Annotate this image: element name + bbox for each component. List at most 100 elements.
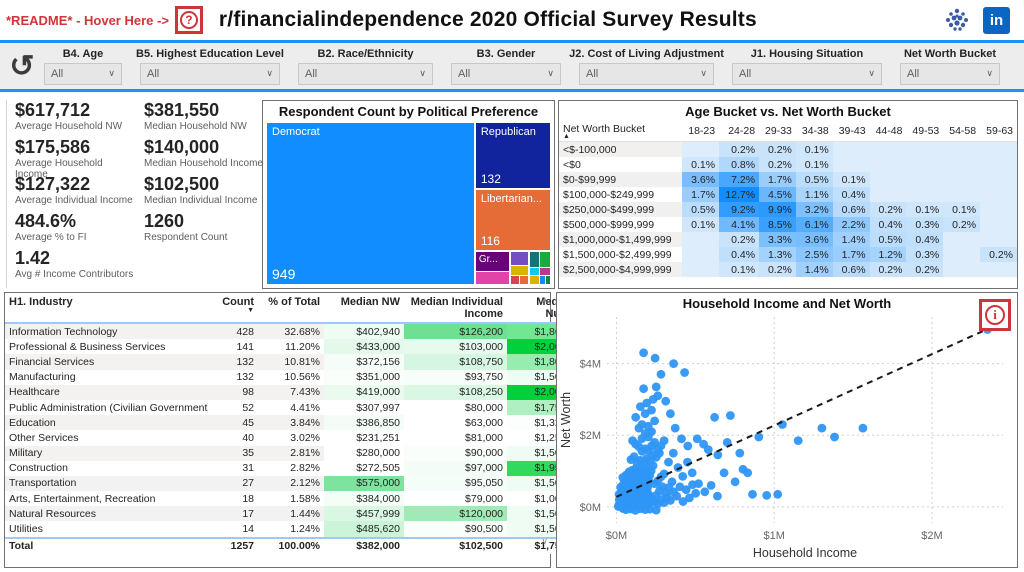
scatter-point[interactable]: [639, 348, 648, 358]
scatter-point[interactable]: [680, 368, 689, 377]
scatter-point[interactable]: [628, 436, 637, 445]
median-nw-cell[interactable]: $372,156: [324, 354, 404, 370]
count-cell[interactable]: 45: [208, 415, 258, 431]
scatter-point[interactable]: [672, 491, 682, 501]
column-header[interactable]: Median NW: [324, 293, 404, 324]
treemap-block[interactable]: [545, 276, 550, 284]
pct-cell[interactable]: 2.81%: [258, 445, 324, 461]
heatmap-cell[interactable]: [682, 262, 720, 277]
treemap-block[interactable]: [540, 251, 550, 268]
filter-dropdown[interactable]: All ∨: [732, 62, 882, 85]
median-nw-cell[interactable]: $386,850: [324, 415, 404, 431]
heatmap-cell[interactable]: [832, 157, 870, 172]
treemap-block[interactable]: [520, 276, 529, 284]
scatter-point[interactable]: [678, 472, 688, 481]
heatmap-cell[interactable]: 0.1%: [682, 157, 720, 172]
scatter-point[interactable]: [618, 473, 628, 482]
scatter-point[interactable]: [650, 353, 660, 363]
scatter-point[interactable]: [678, 497, 688, 506]
row-header[interactable]: $500,000-$999,999: [559, 217, 683, 232]
heatmap-cell[interactable]: 0.6%: [832, 202, 870, 217]
column-header[interactable]: 49-53: [906, 121, 944, 142]
column-header[interactable]: 44-48: [869, 121, 907, 142]
scatter-point[interactable]: [778, 420, 787, 429]
heatmap-cell[interactable]: 9.9%: [759, 202, 796, 217]
heatmap-cell[interactable]: 0.1%: [719, 262, 760, 277]
industry-cell[interactable]: Other Services: [9, 431, 79, 444]
median-income-cell[interactable]: $81,000: [404, 430, 507, 446]
table-row[interactable]: Natural Resources 17 1.44% $457,999 $120,000…: [5, 506, 591, 522]
heatmap-cell[interactable]: 0.3%: [906, 247, 944, 262]
scatter-point[interactable]: [670, 423, 680, 433]
pct-cell[interactable]: 3.84%: [258, 415, 324, 431]
heatmap-cell[interactable]: 0.1%: [943, 202, 981, 217]
heatmap-cell[interactable]: 0.1%: [795, 157, 833, 172]
table-row[interactable]: Other Services403.02%$231,251$81,000$1,2…: [5, 430, 591, 446]
median-income-cell[interactable]: $80,000: [404, 399, 507, 416]
scatter-point[interactable]: [643, 421, 653, 431]
scatter-point[interactable]: [666, 409, 675, 419]
scatter-point[interactable]: [726, 411, 735, 420]
heatmap-cell[interactable]: 3.6%: [682, 172, 720, 187]
scatter-point[interactable]: [830, 432, 839, 442]
heatmap-cell[interactable]: [906, 172, 944, 187]
column-header[interactable]: 29-33: [759, 121, 796, 142]
heatmap-cell[interactable]: [943, 232, 981, 247]
heatmap-cell[interactable]: 0.2%: [943, 217, 981, 232]
heatmap-cell[interactable]: 0.2%: [906, 262, 944, 277]
column-header[interactable]: Net Worth Bucket ▲: [559, 121, 683, 142]
scatter-point[interactable]: [685, 493, 694, 503]
pct-cell[interactable]: 1.44%: [258, 506, 324, 522]
industry-cell[interactable]: Manufacturing: [9, 371, 76, 384]
median-income-cell[interactable]: $126,200: [404, 323, 507, 340]
heatmap-cell[interactable]: 0.5%: [682, 202, 720, 217]
scatter-point[interactable]: [687, 468, 697, 478]
heatmap-cell[interactable]: 3.6%: [795, 232, 833, 247]
industry-cell[interactable]: Transportation: [5, 475, 208, 492]
dotted-globe-icon[interactable]: [943, 6, 971, 34]
heatmap-cell[interactable]: [943, 247, 981, 262]
heatmap-cell[interactable]: 0.2%: [869, 262, 907, 277]
median-nw-cell[interactable]: $280,000: [324, 445, 404, 461]
heatmap-cell[interactable]: 1.1%: [795, 187, 833, 202]
treemap-block[interactable]: Libertarian... 116: [475, 189, 550, 251]
median-nw-cell[interactable]: $384,000: [324, 491, 404, 507]
row-header[interactable]: $250,000-$499,999: [559, 202, 683, 217]
heatmap-cell[interactable]: 1.4%: [832, 232, 870, 247]
table-row[interactable]: Arts, Entertainment, Recreation 18 1.58% $3…: [5, 491, 591, 507]
linkedin-icon[interactable]: in: [983, 6, 1010, 34]
filter-dropdown[interactable]: All ∨: [298, 62, 433, 85]
median-income-cell[interactable]: $97,000: [404, 460, 507, 476]
scatter-point[interactable]: [735, 448, 745, 458]
heatmap-cell[interactable]: 3.3%: [759, 232, 796, 247]
column-header[interactable]: 34-38: [795, 121, 833, 142]
scatter-point[interactable]: [722, 438, 732, 447]
count-cell[interactable]: 31: [242, 462, 254, 475]
heatmap-cell[interactable]: 0.4%: [719, 247, 760, 262]
table-row[interactable]: Public Administration (Civilian Governme…: [5, 399, 591, 416]
scatter-point[interactable]: [694, 479, 703, 488]
treemap-block[interactable]: [510, 266, 529, 276]
median-nw-cell[interactable]: $231,251: [324, 430, 404, 446]
scatter-point[interactable]: [631, 412, 641, 422]
table-row[interactable]: Transportation272.12%$575,000$95,050$1,5…: [5, 475, 591, 492]
count-cell[interactable]: 14: [242, 523, 254, 536]
scatter-point[interactable]: [673, 463, 683, 472]
scatter-point[interactable]: [762, 491, 772, 500]
median-income-cell[interactable]: $108,250: [404, 384, 507, 400]
count-cell[interactable]: 17: [208, 506, 258, 522]
heatmap-cell[interactable]: 0.8%: [719, 157, 760, 172]
treemap-block[interactable]: [510, 276, 519, 284]
industry-cell[interactable]: Military: [5, 445, 208, 461]
scatter-point[interactable]: [793, 436, 803, 445]
scatter-point[interactable]: [668, 448, 678, 458]
row-header[interactable]: $2,500,000-$4,999,999: [559, 262, 683, 277]
heatmap-cell[interactable]: [980, 157, 1017, 172]
scatter-point[interactable]: [656, 369, 666, 379]
heatmap-cell[interactable]: [869, 157, 907, 172]
scatter-point[interactable]: [661, 396, 671, 406]
scatter-point[interactable]: [754, 432, 764, 442]
industry-cell[interactable]: Professional & Business Services: [9, 340, 166, 353]
heatmap-cell[interactable]: [906, 141, 944, 157]
heatmap-cell[interactable]: 2.5%: [795, 247, 833, 262]
